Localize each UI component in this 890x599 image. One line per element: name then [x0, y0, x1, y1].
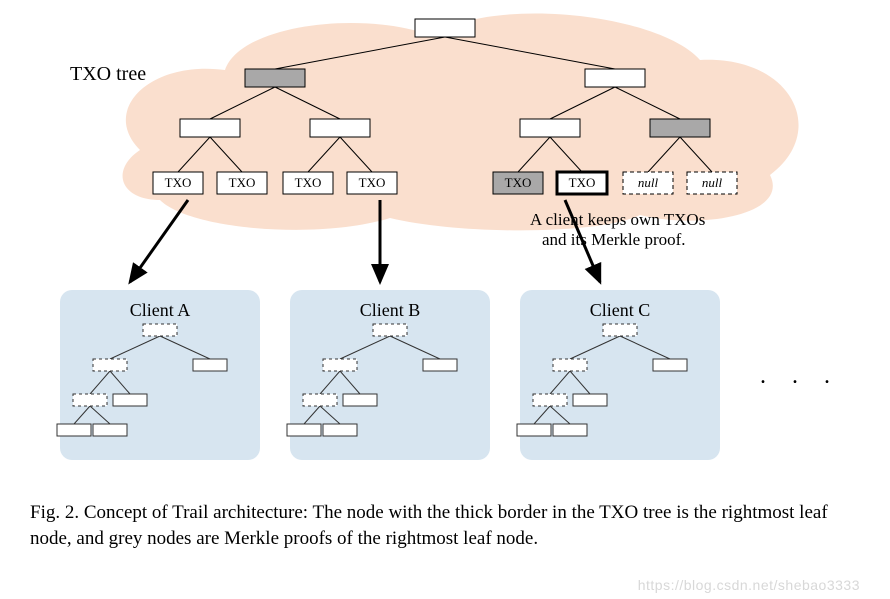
txo-leaf-label-0: TXO — [165, 175, 192, 190]
txo-tree-title: TXO tree — [70, 63, 146, 85]
client-label: Client B — [360, 300, 421, 320]
txo-l2-0 — [180, 119, 240, 137]
txo-leaf-label-7: null — [702, 175, 723, 190]
client-node-root — [603, 324, 637, 336]
client-label: Client A — [130, 300, 191, 320]
client-node-mid_r — [653, 359, 687, 371]
client-node-root — [143, 324, 177, 336]
client-node-low — [73, 394, 107, 406]
txo-leaf-label-5: TXO — [569, 175, 596, 190]
txo-l2-2 — [520, 119, 580, 137]
client-node-low_r — [113, 394, 147, 406]
client-label: Client C — [590, 300, 651, 320]
ellipsis: . . . — [760, 363, 840, 389]
client-node-leaf_b — [93, 424, 127, 436]
txo-leaf-label-2: TXO — [295, 175, 322, 190]
txo-leaf-label-6: null — [638, 175, 659, 190]
client-node-leaf_a — [287, 424, 321, 436]
txo-l1-0 — [245, 69, 305, 87]
client-node-mid_r — [423, 359, 457, 371]
arrow-0 — [130, 200, 188, 282]
txo-leaf-label-1: TXO — [229, 175, 256, 190]
client-node-mid_l — [323, 359, 357, 371]
client-node-mid_l — [553, 359, 587, 371]
client-node-leaf_a — [517, 424, 551, 436]
watermark: https://blog.csdn.net/shebao3333 — [638, 577, 860, 593]
txo-root — [415, 19, 475, 37]
client-node-low — [533, 394, 567, 406]
client-node-low_r — [573, 394, 607, 406]
annotation-line-2: and its Merkle proof. — [542, 230, 686, 249]
client-panel-1: Client B — [287, 290, 490, 460]
client-panel-2: Client C — [517, 290, 720, 460]
txo-l1-1 — [585, 69, 645, 87]
client-node-leaf_b — [553, 424, 587, 436]
txo-leaf-label-4: TXO — [505, 175, 532, 190]
client-node-leaf_b — [323, 424, 357, 436]
txo-l2-1 — [310, 119, 370, 137]
client-node-mid_l — [93, 359, 127, 371]
annotation-line-1: A client keeps own TXOs — [530, 210, 705, 229]
figure-caption: Fig. 2. Concept of Trail architecture: T… — [30, 500, 860, 551]
client-node-low_r — [343, 394, 377, 406]
txo-l2-3 — [650, 119, 710, 137]
client-node-mid_r — [193, 359, 227, 371]
client-node-leaf_a — [57, 424, 91, 436]
client-node-root — [373, 324, 407, 336]
txo-leaf-label-3: TXO — [359, 175, 386, 190]
client-panel-0: Client A — [57, 290, 260, 460]
client-node-low — [303, 394, 337, 406]
